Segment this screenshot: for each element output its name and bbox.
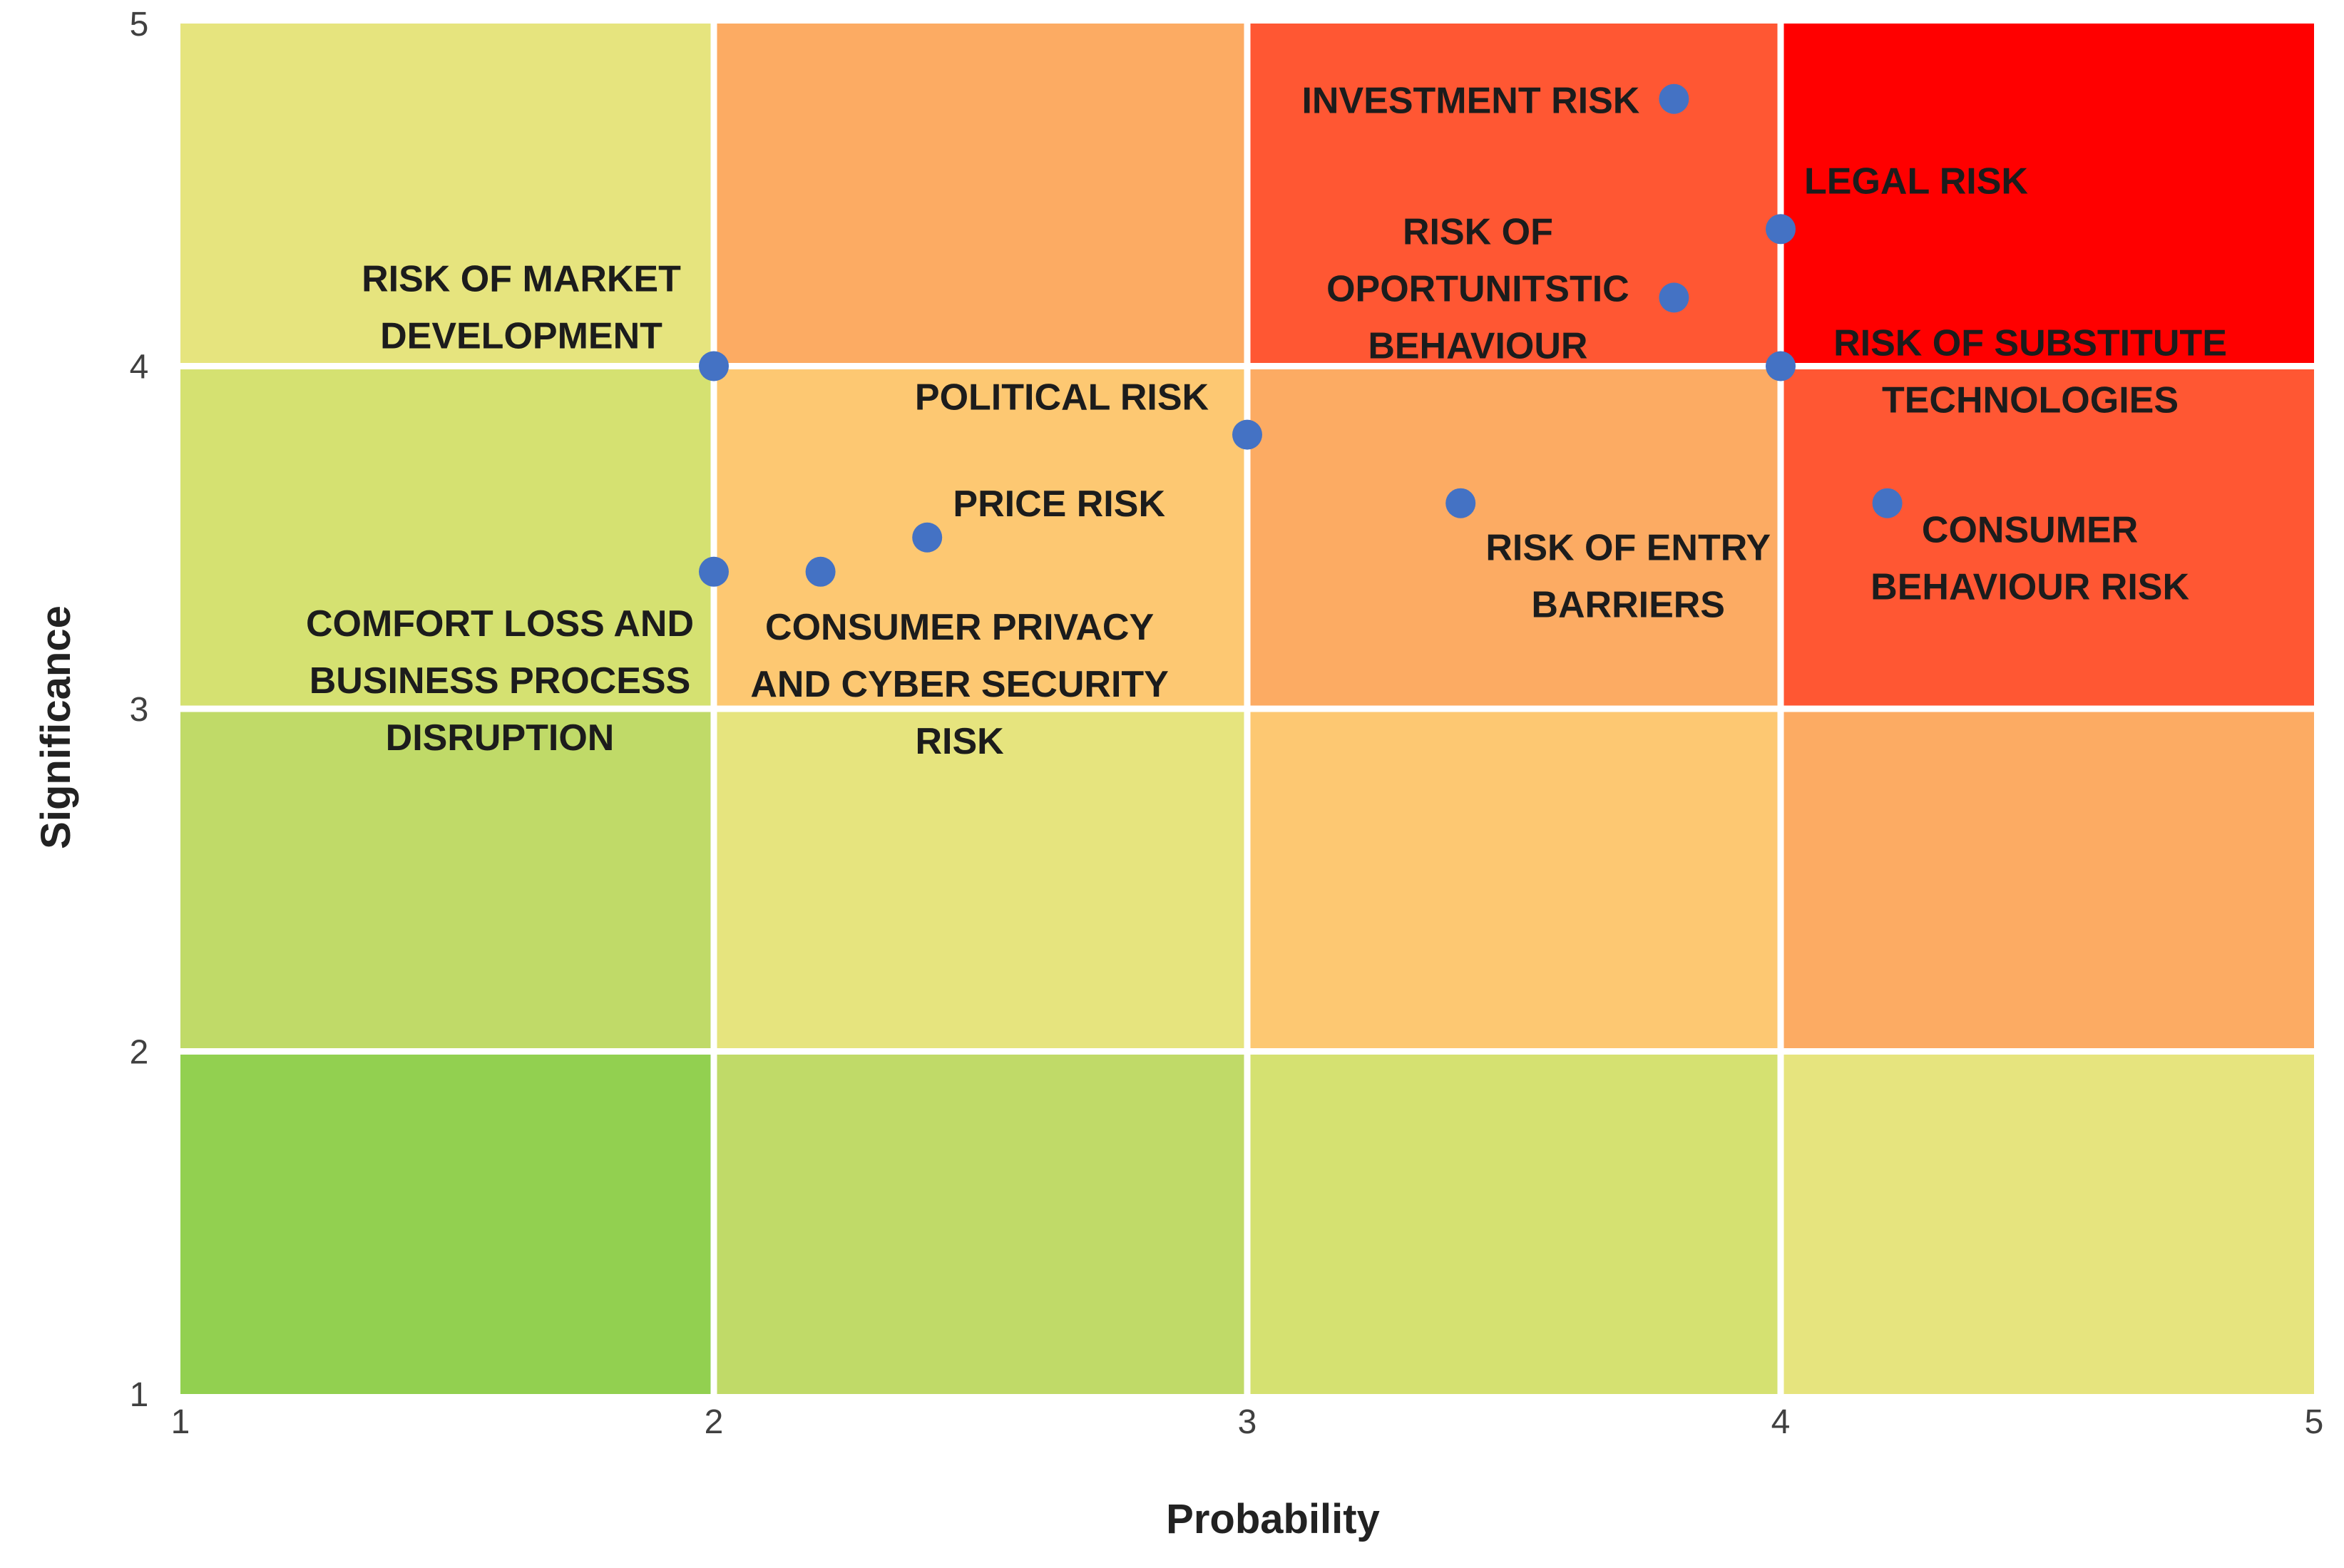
data-point-label: LEGAL RISK [1804,160,2028,202]
zone-r4-c4 [1781,24,2314,367]
x-tick-label: 4 [1771,1403,1791,1441]
background-zones [180,24,2314,1394]
data-point-label: PRICE RISK [953,483,1165,525]
y-axis-ticks: 1 2 3 4 5 [130,6,149,1414]
data-point [1659,83,1689,114]
zone-r3-c1 [180,366,714,709]
x-tick-label: 1 [171,1403,190,1441]
data-point-label: POLITICAL RISK [915,377,1209,419]
zone-r3-c3 [1247,366,1781,709]
data-point [1232,419,1262,450]
data-point [1659,282,1689,313]
data-point [805,556,836,587]
y-tick-label: 1 [130,1376,149,1414]
y-axis-title: Significance [33,605,79,849]
data-point [1445,488,1476,518]
x-tick-label: 3 [1238,1403,1257,1441]
data-point-label: CONSUMER BEHAVIOUR RISK [1870,510,2189,608]
y-tick-label: 2 [130,1034,149,1072]
y-tick-label: 4 [130,349,149,386]
zone-r2-c1 [180,709,714,1052]
zone-r1-c2 [714,1051,1247,1394]
zone-r1-c1 [180,1051,714,1394]
data-point [912,522,943,553]
data-point-label: RISK OF OPORTUNITSTIC BEHAVIOUR [1326,211,1629,367]
x-axis-title: Probability [1166,1496,1380,1542]
grid-lines [180,24,2314,1394]
data-point-label: RISK OF SUBSTITUTE TECHNOLOGIES [1833,323,2227,421]
zone-r4-c3 [1247,24,1781,367]
zone-r2-c3 [1247,709,1781,1052]
data-point [699,351,729,381]
zone-r4-c2 [714,24,1247,367]
data-point [1766,351,1796,381]
data-point-label: COMFORT LOSS AND BUSINESS PROCESS DISRUPTI… [306,603,694,759]
zone-r2-c2 [714,709,1247,1052]
point-labels: INVESTMENT RISK LEGAL RISK RISK OF OPORTUNI… [306,81,2227,762]
zone-r4-c1 [180,24,714,367]
zone-r3-c2 [714,366,1247,709]
data-point-label: RISK OF ENTRY BARRIERS [1485,528,1771,626]
zone-r3-c4 [1781,366,2314,709]
data-point-label: RISK OF MARKET DEVELOPMENT [362,259,681,357]
data-point [699,556,729,587]
zone-r1-c3 [1247,1051,1781,1394]
zone-r2-c4 [1781,709,2314,1052]
x-tick-label: 2 [705,1403,724,1441]
data-point-label: CONSUMER PRIVACY AND CYBER SECURITY RISK [750,607,1169,762]
x-axis-ticks: 1 2 3 4 5 [171,1403,2324,1441]
zone-r1-c4 [1781,1051,2314,1394]
data-points [699,83,1903,587]
y-tick-label: 3 [130,691,149,729]
data-point-label: INVESTMENT RISK [1301,81,1639,122]
data-point [1872,488,1903,518]
data-point [1766,214,1796,245]
x-tick-label: 5 [2305,1403,2324,1441]
y-tick-label: 5 [130,6,149,43]
